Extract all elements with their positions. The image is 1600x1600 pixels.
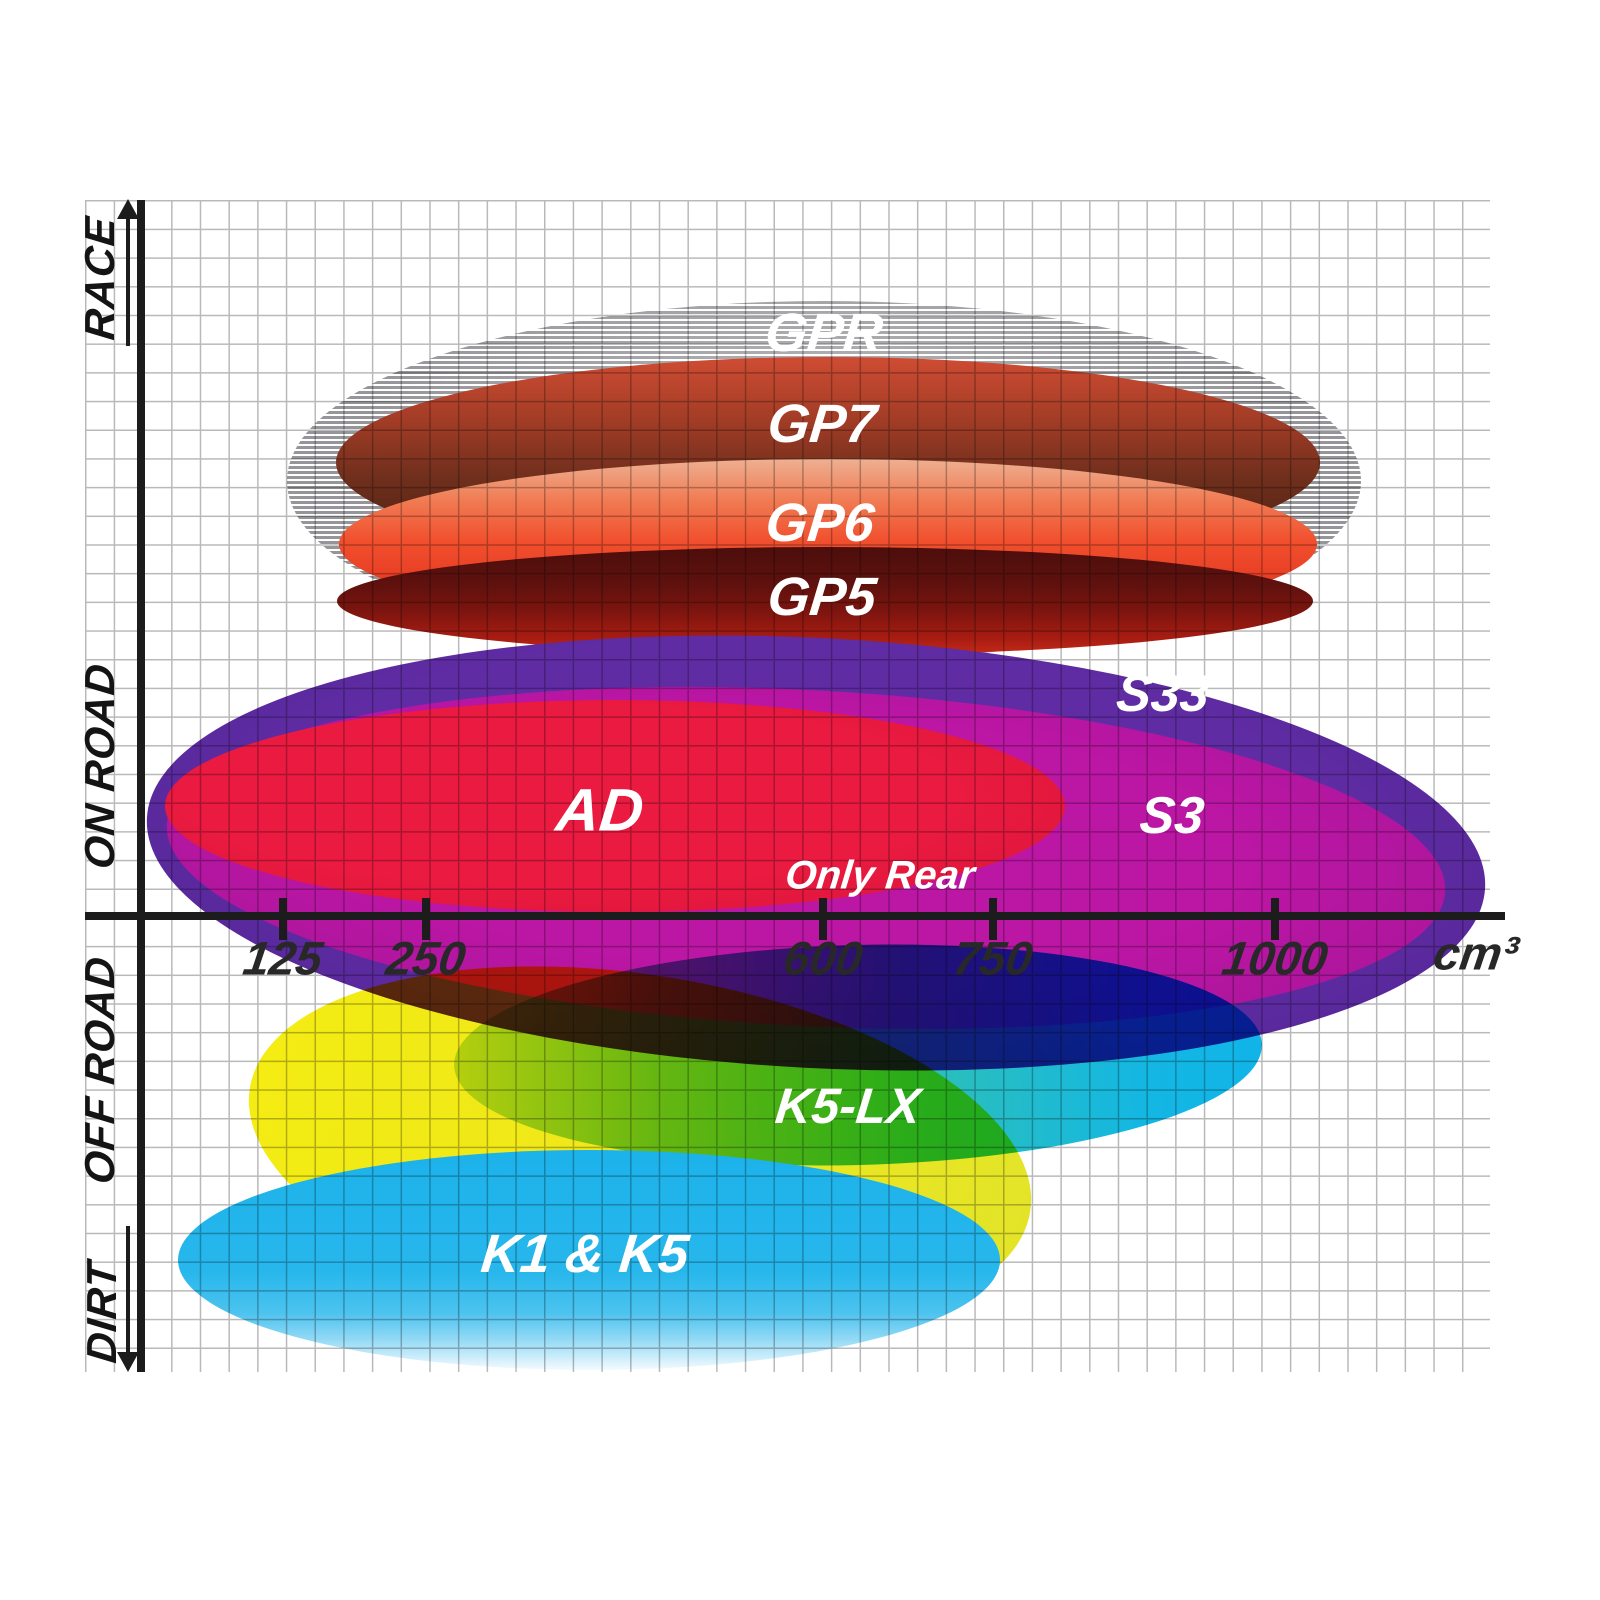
label-s3: S3: [1137, 787, 1207, 845]
x-tick-label-600: 600: [780, 931, 866, 985]
label-s33: S33: [1113, 665, 1213, 723]
label-gpr: GPR: [762, 303, 886, 363]
label-gp7: GP7: [764, 394, 880, 454]
race-direction-arrow: [126, 216, 130, 346]
label-ad: AD: [553, 776, 647, 844]
dirt-direction-arrow: [126, 1226, 130, 1356]
x-axis-line: [85, 912, 1505, 920]
x-tick-label-125: 125: [240, 931, 326, 985]
label-k1-k5: K1 & K5: [478, 1224, 692, 1284]
y-axis-label-dirt: DIRT: [78, 1258, 125, 1366]
y-axis-line: [137, 200, 145, 1372]
x-axis-unit-label: cm³: [1430, 926, 1522, 980]
x-tick-label-750: 750: [950, 931, 1036, 985]
arrow-up-icon: [117, 199, 139, 219]
x-tick-label-1000: 1000: [1218, 931, 1332, 985]
label-gp6: GP6: [762, 493, 878, 553]
x-tick-label-250: 250: [383, 931, 469, 985]
y-axis-label-race: RACE: [76, 213, 123, 342]
y-axis-label-on-road: ON ROAD: [76, 660, 123, 872]
label-gp5: GP5: [764, 567, 880, 627]
label-k5lx: K5-LX: [772, 1078, 924, 1134]
label-only-rear: Only Rear: [783, 853, 977, 898]
y-axis-label-off-road: OFF ROAD: [76, 953, 123, 1187]
